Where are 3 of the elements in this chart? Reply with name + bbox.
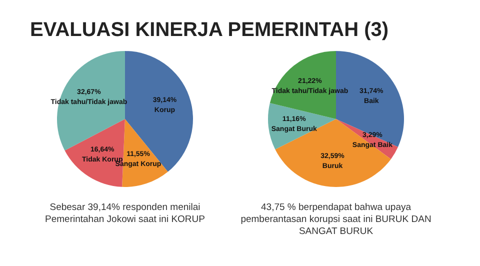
text: Sebesar 39,14% responden menilai Pemerintahan Jokowi saat ini KORUP — [45, 202, 205, 225]
chart-title: EVALUASI KINERJA PEMERINTAH (3) — [30, 19, 389, 41]
text: 43,75 % berpendapat bahwa upaya pemberantasan korupsi saat ini BURUK DAN SANGAT BURUK — [240, 202, 432, 237]
